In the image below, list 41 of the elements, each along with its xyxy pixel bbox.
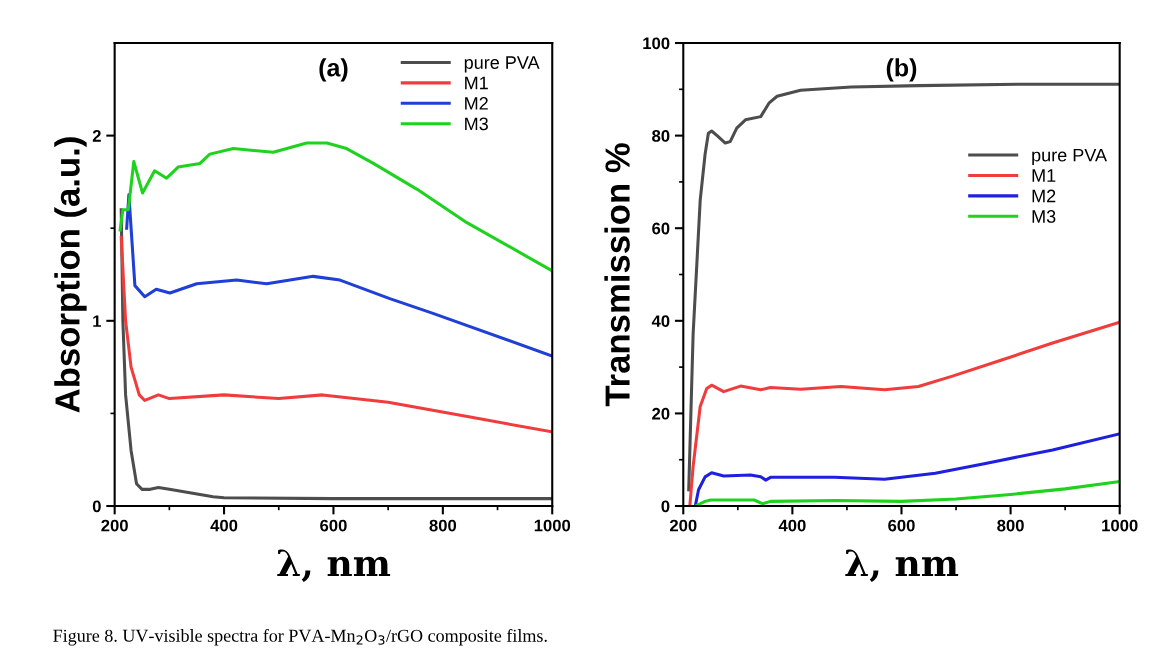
x-axis-title: λ, nm <box>277 549 391 583</box>
caption: Figure 8. UV-visible spectra for PVA-Mn$_{2}$O$_{3}$/rGO composite films. <box>53 628 547 646</box>
y-tick-label: 0 <box>661 500 670 513</box>
legend-label: pure PVA <box>464 56 540 73</box>
line-series <box>693 479 1120 507</box>
line-series <box>693 432 1120 507</box>
y-axis-title: Absorption (a.u.) <box>54 137 87 413</box>
y-tick-label: 100 <box>643 37 670 50</box>
x-tick-label: 600 <box>888 519 915 532</box>
x-tick-label: 400 <box>778 519 806 532</box>
y-tick-label: 1 <box>93 315 101 327</box>
y-tick-label: 60 <box>652 222 670 235</box>
y-tick-label: 2 <box>92 130 101 142</box>
x-axis-title: λ, nm <box>845 549 959 583</box>
legend-label: M2 <box>1032 189 1056 203</box>
line-series <box>687 82 1120 492</box>
legend-label: M1 <box>1032 169 1056 182</box>
x-tick-label: 800 <box>997 519 1024 532</box>
legend-label: M3 <box>1032 210 1056 223</box>
legend-label: M2 <box>465 97 488 110</box>
x-tick-label: 1000 <box>534 519 571 532</box>
y-axis-title: Transmission % <box>604 143 630 407</box>
line-series <box>688 320 1120 507</box>
line-series <box>119 235 553 434</box>
x-tick-label: 800 <box>429 519 457 532</box>
line-series <box>118 141 553 273</box>
x-tick-label: 600 <box>320 519 347 532</box>
y-tick-label: 40 <box>651 315 670 328</box>
y-tick-label: 0 <box>92 500 101 513</box>
y-tick-label: 80 <box>652 130 670 142</box>
text: (b) <box>886 58 917 82</box>
x-tick-label: 400 <box>210 519 238 532</box>
x-tick-label: 200 <box>669 519 697 532</box>
line-series <box>125 193 553 358</box>
text: (a) <box>319 58 348 82</box>
x-tick-label: 1000 <box>1102 519 1138 532</box>
legend-label: M3 <box>465 117 488 131</box>
y-tick-label: 20 <box>652 407 670 420</box>
x-tick-label: 200 <box>101 519 128 532</box>
legend-label: M1 <box>465 76 488 90</box>
legend-label: pure PVA <box>1032 148 1108 166</box>
